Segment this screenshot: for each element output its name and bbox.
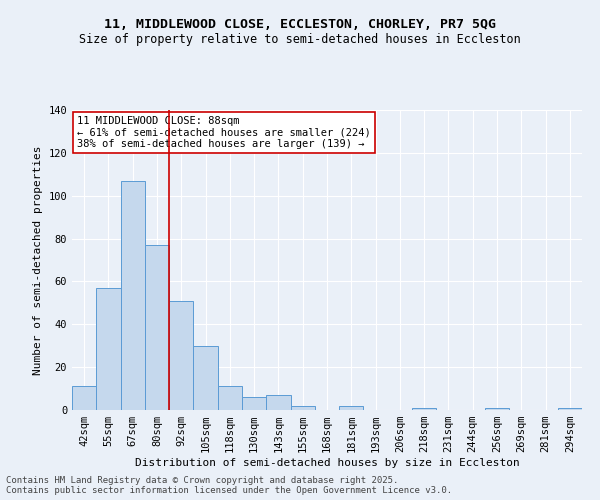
Bar — [218, 386, 242, 410]
Text: Size of property relative to semi-detached houses in Eccleston: Size of property relative to semi-detach… — [79, 32, 521, 46]
Text: 11 MIDDLEWOOD CLOSE: 88sqm
← 61% of semi-detached houses are smaller (224)
38% o: 11 MIDDLEWOOD CLOSE: 88sqm ← 61% of semi… — [77, 116, 371, 149]
Bar — [412, 408, 436, 410]
Bar — [72, 386, 96, 410]
Bar — [121, 180, 145, 410]
Bar — [558, 408, 582, 410]
Bar — [242, 397, 266, 410]
Bar — [485, 408, 509, 410]
Text: 11, MIDDLEWOOD CLOSE, ECCLESTON, CHORLEY, PR7 5QG: 11, MIDDLEWOOD CLOSE, ECCLESTON, CHORLEY… — [104, 18, 496, 30]
Bar — [96, 288, 121, 410]
Bar — [169, 300, 193, 410]
Bar — [145, 245, 169, 410]
Text: Contains HM Land Registry data © Crown copyright and database right 2025.
Contai: Contains HM Land Registry data © Crown c… — [6, 476, 452, 495]
Bar — [193, 346, 218, 410]
Bar — [290, 406, 315, 410]
Bar — [266, 395, 290, 410]
Y-axis label: Number of semi-detached properties: Number of semi-detached properties — [33, 145, 43, 375]
X-axis label: Distribution of semi-detached houses by size in Eccleston: Distribution of semi-detached houses by … — [134, 458, 520, 468]
Bar — [339, 406, 364, 410]
